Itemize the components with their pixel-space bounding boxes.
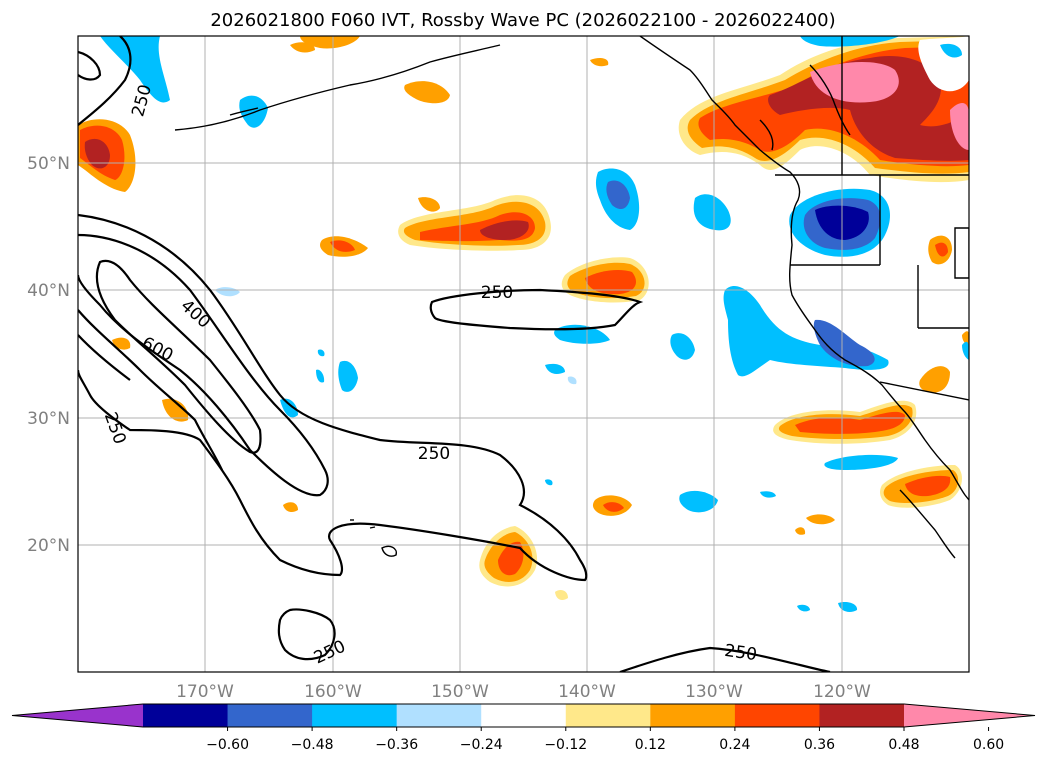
colorbar-tick-label: −0.60	[206, 737, 249, 753]
coastlines	[174, 36, 969, 559]
colorbar-tick-label: −0.12	[544, 737, 587, 753]
contour-label: 250	[418, 444, 450, 464]
lon-label: 160°W	[304, 682, 362, 702]
colorbar-segment	[650, 704, 736, 727]
lon-label: 150°W	[431, 682, 489, 702]
ivt-contours	[78, 36, 831, 672]
colorbar-segment	[481, 704, 567, 727]
colorbar-outline	[11, 703, 1036, 728]
colorbar-tick-label: 0.48	[888, 737, 919, 753]
colorbar-tick-label: 0.24	[719, 737, 750, 753]
colorbar-tick-label: 0.36	[804, 737, 835, 753]
colorbar-extend-high	[904, 704, 1035, 727]
lon-label: 140°W	[558, 682, 616, 702]
lon-label: 170°W	[176, 682, 234, 702]
colorbar-tick-label: −0.24	[460, 737, 503, 753]
lat-label: 50°N	[27, 154, 70, 174]
map-frame	[77, 35, 970, 673]
colorbar-segment	[734, 704, 820, 727]
lon-label: 120°W	[813, 682, 871, 702]
colorbar-tick-label: 0.12	[635, 737, 666, 753]
colorbar-segment	[227, 704, 313, 727]
colorbar-segment	[143, 704, 229, 727]
colorbar-segment	[396, 704, 482, 727]
latitude-labels: 50°N 40°N 30°N 20°N	[27, 154, 70, 556]
lon-label: 130°W	[685, 682, 743, 702]
colorbar-tick-label: 0.60	[973, 737, 1004, 753]
map-title: 2026021800 F060 IVT, Rossby Wave PC (202…	[210, 10, 835, 31]
lat-label: 20°N	[27, 536, 70, 556]
colorbar-extend-low	[12, 704, 143, 727]
contour-label: 250	[723, 641, 758, 665]
contour-label: 250	[481, 283, 513, 303]
anomaly-fields	[78, 36, 969, 612]
map-area	[78, 36, 969, 672]
gridlines	[78, 36, 969, 672]
colorbar-tick-label: −0.48	[291, 737, 334, 753]
colorbar-segment	[312, 704, 398, 727]
longitude-labels: 170°W 160°W 150°W 140°W 130°W 120°W	[176, 682, 871, 702]
colorbar-segment	[565, 704, 651, 727]
colorbar: −0.60 −0.48 −0.36 −0.24 −0.12 0.12 0.24 0.36 0.4…	[11, 703, 1036, 753]
lat-label: 30°N	[27, 409, 70, 429]
colorbar-segment	[819, 704, 905, 727]
lat-label: 40°N	[27, 281, 70, 301]
colorbar-tick-label: −0.36	[375, 737, 418, 753]
